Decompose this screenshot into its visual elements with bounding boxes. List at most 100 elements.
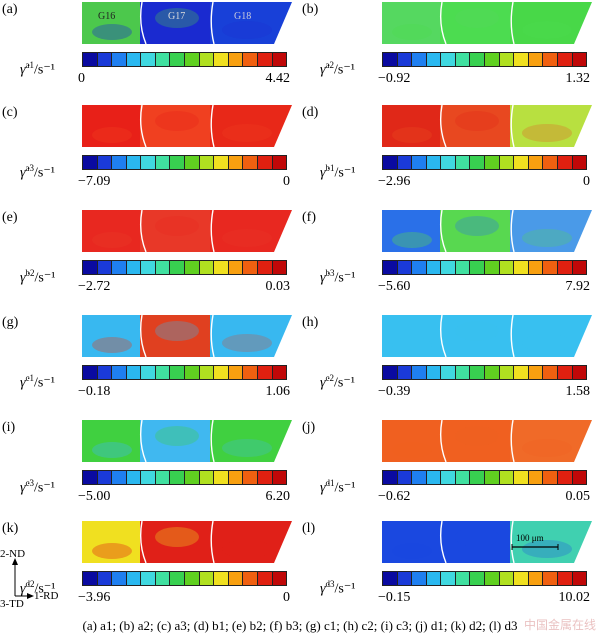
colorbar-max: 1.58 (565, 384, 591, 399)
colorbar-swatch (412, 366, 427, 379)
colorbar-title: γ̇b1/s⁻¹ (320, 163, 355, 182)
colorbar-swatch (141, 471, 156, 484)
panel-label: (j) (302, 420, 316, 435)
colorbar-title: γ̇d1/s⁻¹ (320, 478, 355, 497)
colorbar-swatch (112, 156, 127, 169)
colorbar-swatch (170, 53, 186, 66)
colorbar-swatch (126, 366, 142, 379)
colorbar-swatch (470, 156, 486, 169)
colorbar-swatch (257, 366, 273, 379)
variable-superscript: b3 (325, 268, 335, 278)
colorbar-swatch (228, 572, 244, 585)
colorbar-swatch (97, 471, 113, 484)
colorbar (382, 260, 587, 275)
colorbar-swatch (499, 366, 515, 379)
colorbar-swatch (485, 366, 500, 379)
colorbar-swatch (557, 471, 573, 484)
panel-b: (b) γ̇a2/s⁻¹ −0.92 1.32 (302, 2, 600, 102)
colorbar-swatch (170, 366, 186, 379)
colorbar-swatch (170, 572, 186, 585)
unit: /s⁻¹ (334, 375, 355, 391)
colorbar-swatch (397, 572, 413, 585)
panel-label: (h) (302, 315, 319, 330)
colorbar-swatch (412, 53, 427, 66)
colorbar-swatch (528, 53, 544, 66)
colorbar-swatch (383, 572, 398, 585)
colorbar-swatch (470, 261, 486, 274)
strain-rate-field: 100 μm (382, 521, 598, 563)
symbol: γ̇ (320, 581, 326, 597)
colorbar-swatch (499, 261, 515, 274)
colorbar-swatch (199, 261, 215, 274)
colorbar-swatch (243, 366, 258, 379)
colorbar-swatch (199, 572, 215, 585)
colorbar-swatch (199, 156, 215, 169)
colorbar-max: 7.92 (565, 279, 591, 294)
colorbar-title: γ̇b3/s⁻¹ (320, 268, 355, 287)
colorbar-swatch (272, 261, 287, 274)
colorbar-swatch (543, 366, 558, 379)
panel-g: (g) γ̇c1/s⁻¹ −0.18 1.06 (2, 315, 302, 415)
grain-label-g16: G16 (98, 11, 115, 22)
colorbar-swatch (543, 471, 558, 484)
colorbar-max: 0.03 (265, 279, 291, 294)
colorbar-swatch (383, 366, 398, 379)
colorbar-swatch (455, 156, 471, 169)
strain-rate-field: G16 G17 G18 (82, 2, 298, 44)
colorbar (382, 571, 587, 586)
colorbar-swatch (155, 53, 171, 66)
axis-nd-label: 2-ND (0, 548, 26, 560)
colorbar-min: −0.18 (78, 384, 111, 399)
colorbar-min: −5.00 (78, 489, 111, 504)
variable-superscript: c1 (25, 373, 35, 383)
colorbar-swatch (557, 53, 573, 66)
symbol: γ̇ (320, 270, 326, 286)
colorbar-swatch (528, 366, 544, 379)
strain-rate-field (82, 521, 298, 563)
colorbar-swatch (470, 366, 486, 379)
colorbar-swatch (397, 261, 413, 274)
colorbar-swatch (228, 156, 244, 169)
grain-label-g17: G17 (168, 11, 185, 22)
colorbar-swatch (557, 261, 573, 274)
panel-c: (c) γ̇a3/s⁻¹ −7.09 0 (2, 105, 302, 205)
colorbar-swatch (228, 261, 244, 274)
colorbar-swatch (572, 366, 587, 379)
colorbar (82, 155, 287, 170)
unit: /s⁻¹ (34, 62, 55, 78)
variable-superscript: c3 (25, 478, 35, 488)
colorbar-swatch (441, 156, 456, 169)
panel-i: (i) γ̇c3/s⁻¹ −5.00 6.20 (2, 420, 302, 520)
colorbar-min: −3.96 (78, 590, 111, 605)
colorbar-swatch (499, 572, 515, 585)
colorbar-swatch (272, 471, 287, 484)
colorbar (382, 470, 587, 485)
colorbar-swatch (170, 156, 186, 169)
grain-label-g18: G18 (234, 11, 251, 22)
colorbar (382, 52, 587, 67)
colorbar-swatch (155, 471, 171, 484)
colorbar-swatch (155, 156, 171, 169)
colorbar-swatch (141, 366, 156, 379)
colorbar-swatch (272, 366, 287, 379)
symbol: γ̇ (20, 62, 26, 78)
colorbar-title: γ̇c1/s⁻¹ (20, 373, 55, 392)
colorbar-swatch (470, 53, 486, 66)
unit: /s⁻¹ (34, 581, 56, 597)
colorbar-swatch (455, 261, 471, 274)
colorbar-swatch (272, 53, 287, 66)
colorbar-swatch (112, 572, 127, 585)
colorbar-swatch (214, 156, 229, 169)
panel-label: (f) (302, 210, 316, 225)
colorbar-swatch (243, 471, 258, 484)
colorbar-swatch (155, 261, 171, 274)
strain-rate-field (382, 420, 598, 462)
colorbar-max: 1.06 (265, 384, 291, 399)
panel-label: (l) (302, 521, 316, 536)
colorbar-swatch (243, 156, 258, 169)
colorbar-swatch (83, 471, 98, 484)
colorbar (82, 571, 287, 586)
variable-superscript: b1 (325, 163, 335, 173)
colorbar-swatch (199, 471, 215, 484)
unit: /s⁻¹ (34, 480, 55, 496)
